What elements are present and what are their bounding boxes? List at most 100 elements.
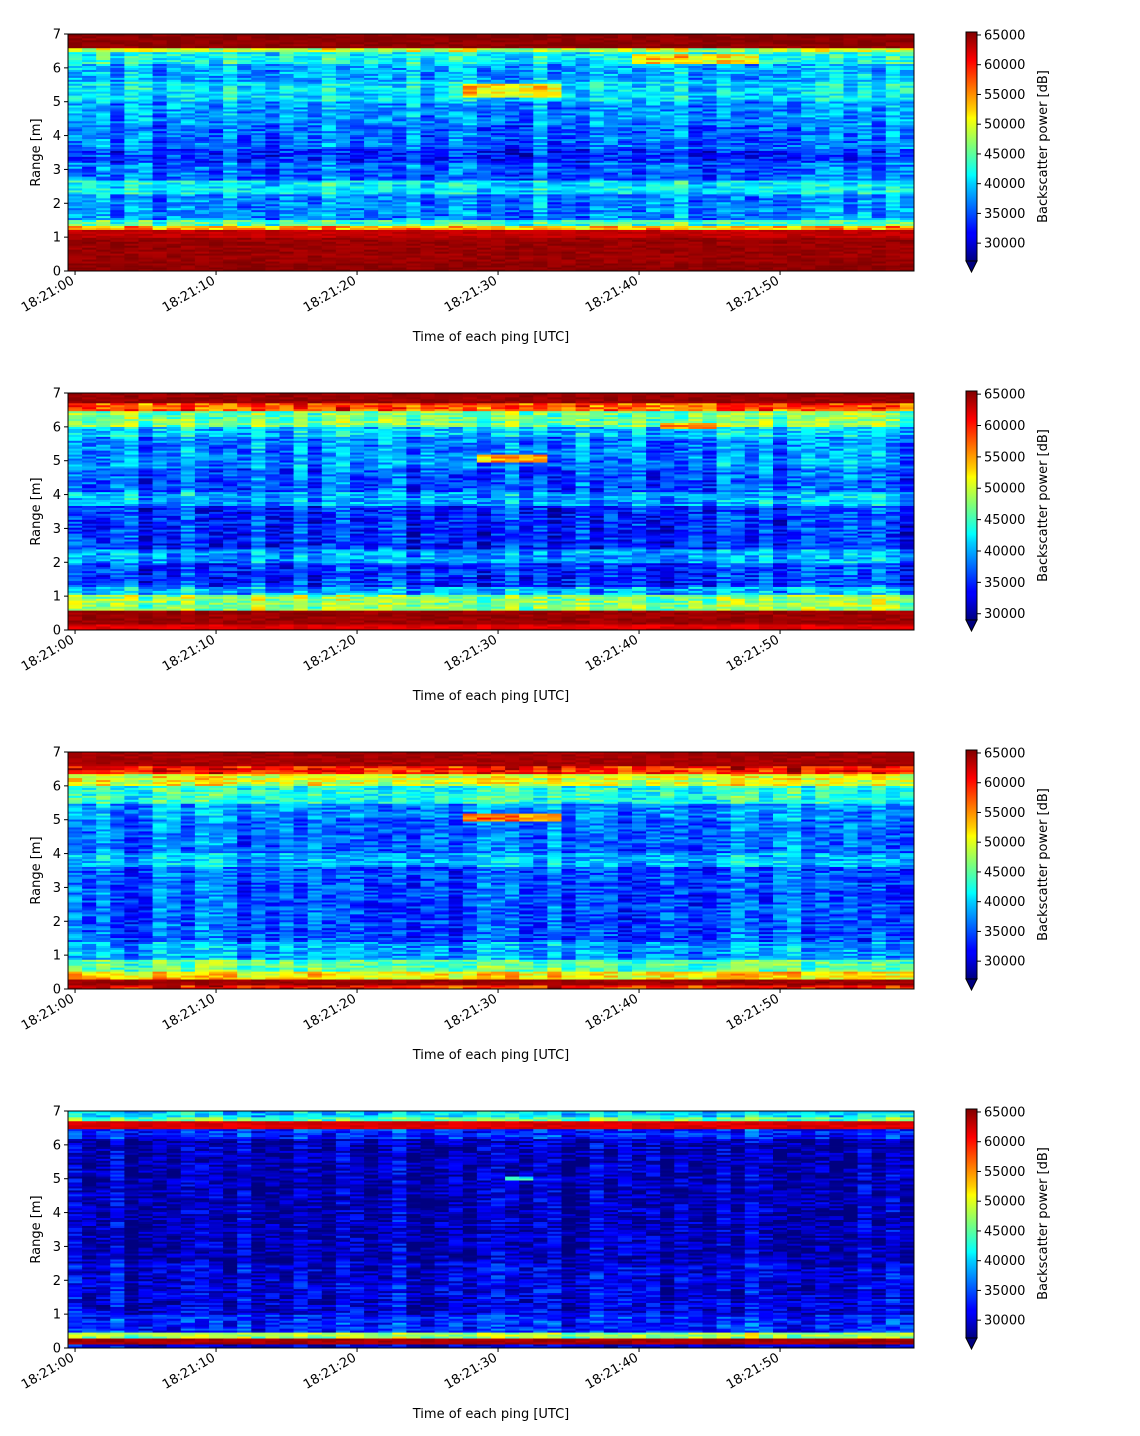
heatmap-cell bbox=[152, 261, 168, 264]
heatmap-cell bbox=[96, 217, 111, 221]
heatmap-cell bbox=[350, 243, 365, 246]
heatmap-cell bbox=[223, 211, 238, 215]
heatmap-cell bbox=[68, 192, 83, 195]
heatmap-cell bbox=[110, 199, 125, 203]
heatmap-cell bbox=[166, 105, 182, 108]
heatmap-cell bbox=[251, 265, 266, 268]
heatmap-cell bbox=[209, 43, 224, 47]
heatmap-cell bbox=[448, 63, 464, 67]
heatmap-cell bbox=[293, 197, 309, 201]
heatmap-cell bbox=[82, 99, 97, 102]
heatmap-cell bbox=[335, 99, 351, 102]
heatmap-cell bbox=[152, 259, 168, 262]
heatmap-cell bbox=[124, 241, 139, 244]
heatmap-cell bbox=[293, 130, 309, 134]
heatmap-cell bbox=[448, 122, 464, 126]
heatmap-cell bbox=[124, 180, 139, 183]
heatmap-cell bbox=[279, 83, 294, 86]
heatmap-cell bbox=[420, 124, 435, 128]
heatmap-cell bbox=[434, 188, 450, 191]
heatmap-cell bbox=[96, 241, 111, 244]
heatmap-cell bbox=[223, 231, 238, 234]
heatmap-cell bbox=[152, 97, 168, 100]
heatmap-cell bbox=[180, 43, 196, 47]
heatmap-cell bbox=[180, 239, 196, 242]
heatmap-cell bbox=[378, 197, 393, 201]
heatmap-cell bbox=[335, 197, 351, 201]
heatmap-cell bbox=[321, 57, 337, 61]
heatmap-cell bbox=[166, 126, 182, 130]
heatmap-cell bbox=[124, 207, 139, 211]
heatmap-cell bbox=[138, 193, 153, 197]
heatmap-cell bbox=[237, 217, 252, 221]
heatmap-cell bbox=[434, 269, 450, 272]
heatmap-cell bbox=[124, 174, 139, 177]
heatmap-cell bbox=[82, 132, 97, 136]
heatmap-cell bbox=[321, 136, 337, 140]
heatmap-cell bbox=[321, 229, 337, 232]
heatmap-cell bbox=[194, 192, 210, 195]
heatmap-cell bbox=[68, 195, 83, 199]
heatmap-cell bbox=[152, 148, 168, 151]
heatmap-cell bbox=[152, 237, 168, 240]
heatmap-cell bbox=[279, 59, 294, 63]
heatmap-cell bbox=[166, 79, 182, 82]
heatmap-cell bbox=[82, 67, 97, 70]
heatmap-cell bbox=[166, 193, 182, 197]
heatmap-cell bbox=[378, 261, 393, 264]
heatmap-cell bbox=[180, 243, 196, 246]
heatmap-cell bbox=[265, 259, 280, 262]
heatmap-cell bbox=[364, 178, 379, 181]
heatmap-cell bbox=[434, 152, 450, 155]
heatmap-cell bbox=[279, 81, 294, 84]
heatmap-cell bbox=[378, 207, 393, 211]
heatmap-cell bbox=[96, 67, 111, 70]
heatmap-cell bbox=[223, 126, 238, 130]
heatmap-cell bbox=[420, 215, 435, 219]
heatmap-cell bbox=[166, 257, 182, 260]
heatmap-cell bbox=[152, 211, 168, 215]
heatmap-cell bbox=[110, 81, 125, 84]
heatmap-cell bbox=[124, 85, 139, 88]
heatmap-cell bbox=[124, 164, 139, 167]
heatmap-cell bbox=[209, 259, 224, 262]
heatmap-cell bbox=[279, 255, 294, 258]
heatmap-cell bbox=[335, 205, 351, 209]
heatmap-cell bbox=[293, 209, 309, 213]
heatmap-cell bbox=[378, 249, 393, 252]
heatmap-cell bbox=[392, 203, 407, 207]
heatmap-cell bbox=[138, 67, 153, 70]
heatmap-cell bbox=[448, 132, 464, 136]
heatmap-cell bbox=[434, 158, 450, 161]
heatmap-cell bbox=[110, 267, 125, 270]
heatmap-cell bbox=[406, 109, 421, 112]
heatmap-cell bbox=[335, 192, 351, 195]
heatmap-cell bbox=[448, 47, 464, 51]
heatmap-cell bbox=[124, 144, 139, 147]
heatmap-cell bbox=[378, 233, 393, 236]
heatmap-cell bbox=[251, 77, 266, 80]
heatmap-cell bbox=[152, 239, 168, 242]
heatmap-cell bbox=[392, 182, 407, 185]
heatmap-cell bbox=[279, 241, 294, 244]
heatmap-cell bbox=[152, 81, 168, 84]
heatmap-cell bbox=[279, 176, 294, 179]
heatmap-cell bbox=[378, 130, 393, 134]
heatmap-cell bbox=[279, 184, 294, 187]
heatmap-cell bbox=[110, 176, 125, 179]
heatmap-cell bbox=[364, 128, 379, 132]
heatmap-cell bbox=[180, 221, 196, 224]
heatmap-cell bbox=[110, 75, 125, 78]
heatmap-cell bbox=[364, 43, 379, 47]
heatmap-cell bbox=[194, 245, 210, 248]
heatmap-cell bbox=[350, 47, 365, 51]
heatmap-cell bbox=[138, 113, 153, 116]
heatmap-panel: 55193-67-1 0123456718:21:0018:21:1018:21… bbox=[19, 28, 1051, 346]
heatmap-cell bbox=[364, 259, 379, 262]
heatmap-cell bbox=[124, 259, 139, 262]
heatmap-cell bbox=[335, 176, 351, 179]
heatmap-cell bbox=[166, 170, 182, 173]
heatmap-cell bbox=[434, 130, 450, 134]
heatmap-cell bbox=[194, 178, 210, 181]
heatmap-cell bbox=[180, 85, 196, 88]
